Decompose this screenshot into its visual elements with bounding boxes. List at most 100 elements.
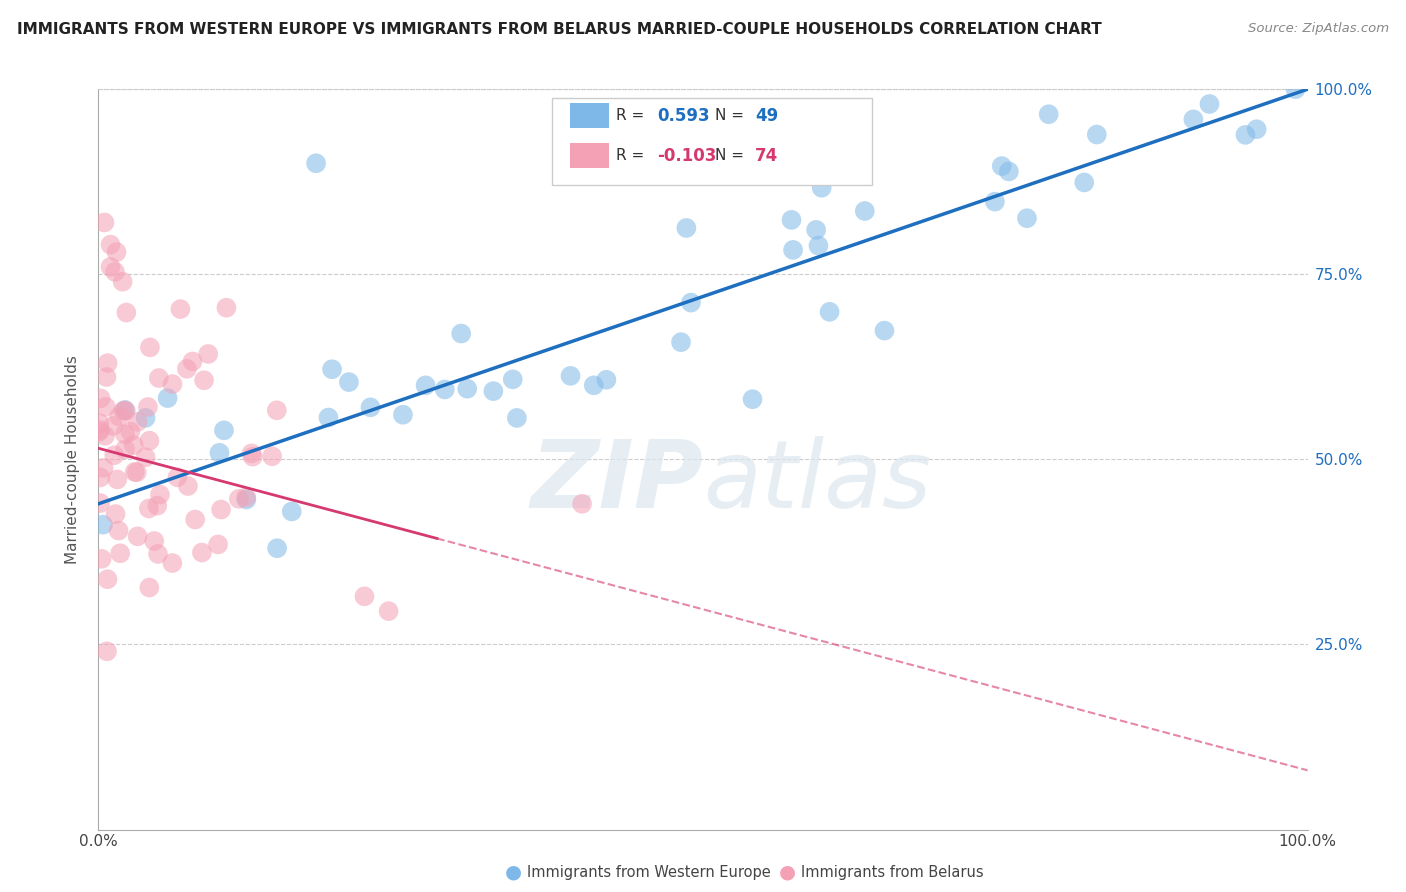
Point	[138, 434, 160, 448]
Point	[321, 362, 343, 376]
Point	[242, 450, 264, 464]
Point	[87, 425, 110, 439]
Point	[191, 545, 214, 559]
Point	[235, 492, 257, 507]
Point	[111, 275, 134, 289]
Point	[114, 427, 136, 442]
Point	[103, 448, 125, 462]
Point	[215, 301, 238, 315]
Point	[595, 373, 617, 387]
Point	[96, 572, 118, 586]
Point	[162, 556, 184, 570]
Point	[359, 401, 381, 415]
Point	[208, 446, 231, 460]
Point	[433, 383, 456, 397]
Point	[146, 499, 169, 513]
Point	[169, 302, 191, 317]
Y-axis label: Married-couple Households: Married-couple Households	[65, 355, 80, 564]
Point	[266, 403, 288, 417]
Point	[1085, 128, 1108, 142]
Point	[149, 487, 172, 501]
Text: 49: 49	[755, 107, 779, 125]
Point	[156, 391, 179, 405]
Point	[305, 156, 328, 170]
Point	[114, 442, 136, 457]
Point	[139, 340, 162, 354]
Point	[675, 221, 697, 235]
Point	[127, 415, 149, 429]
Point	[1073, 176, 1095, 190]
Point	[1182, 112, 1205, 127]
Point	[107, 524, 129, 538]
Text: ●: ●	[505, 863, 522, 882]
Point	[235, 490, 257, 504]
Point	[135, 410, 157, 425]
Point	[96, 644, 118, 658]
Point	[94, 429, 117, 443]
Point	[135, 450, 157, 465]
Point	[582, 378, 605, 392]
Point	[94, 400, 117, 414]
Point	[146, 547, 169, 561]
Point	[212, 423, 235, 437]
Point	[114, 403, 136, 417]
Point	[197, 347, 219, 361]
Text: IMMIGRANTS FROM WESTERN EUROPE VS IMMIGRANTS FROM BELARUS MARRIED-COUPLE HOUSEHO: IMMIGRANTS FROM WESTERN EUROPE VS IMMIGR…	[17, 22, 1102, 37]
Point	[112, 403, 135, 417]
Point	[100, 260, 122, 274]
Point	[91, 517, 114, 532]
Point	[108, 409, 131, 424]
Point	[143, 534, 166, 549]
Point	[741, 392, 763, 407]
Point	[998, 164, 1021, 178]
Point	[377, 604, 399, 618]
Point	[262, 450, 284, 464]
Point	[1246, 122, 1268, 136]
Point	[392, 408, 415, 422]
Point	[105, 245, 128, 260]
Point	[984, 194, 1007, 209]
Point	[853, 204, 876, 219]
Point	[679, 295, 702, 310]
Point	[1198, 97, 1220, 112]
Point	[89, 496, 111, 510]
Point	[266, 541, 288, 556]
Point	[782, 243, 804, 257]
Point	[450, 326, 472, 341]
Text: Immigrants from Belarus: Immigrants from Belarus	[801, 865, 984, 880]
Point	[90, 392, 112, 406]
Point	[122, 438, 145, 452]
Point	[177, 479, 200, 493]
Point	[780, 213, 803, 227]
Point	[162, 377, 184, 392]
Point	[89, 423, 111, 437]
Point	[93, 215, 115, 229]
Point	[281, 504, 304, 518]
Point	[100, 237, 122, 252]
Point	[669, 335, 692, 350]
Point	[96, 370, 118, 384]
Point	[124, 465, 146, 479]
Point	[114, 403, 136, 417]
Point	[207, 537, 229, 551]
Point	[138, 501, 160, 516]
Point	[991, 159, 1014, 173]
Point	[120, 425, 142, 439]
FancyBboxPatch shape	[569, 103, 609, 128]
Point	[415, 378, 437, 392]
Point	[115, 305, 138, 319]
Text: N =: N =	[716, 108, 749, 123]
Point	[193, 373, 215, 387]
Point	[1284, 82, 1306, 96]
Text: atlas: atlas	[703, 436, 931, 527]
Point	[138, 581, 160, 595]
Point	[571, 497, 593, 511]
Text: ZIP: ZIP	[530, 435, 703, 527]
Point	[1234, 128, 1257, 142]
Point	[560, 368, 582, 383]
Point	[818, 305, 841, 319]
Point	[105, 472, 128, 486]
Text: ●: ●	[779, 863, 796, 882]
Point	[90, 552, 112, 566]
Point	[108, 546, 131, 560]
